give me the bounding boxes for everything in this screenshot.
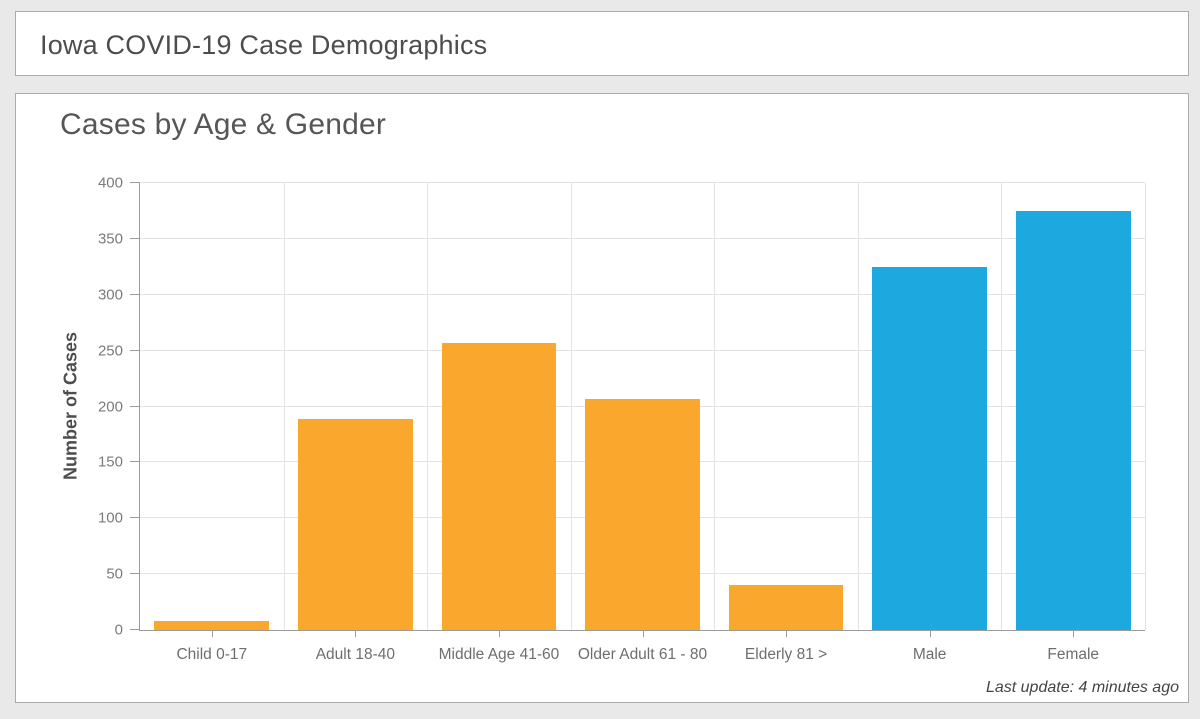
gridline-horizontal [140, 237, 1145, 239]
chart-title: Cases by Age & Gender [60, 108, 387, 141]
x-tick-mark [929, 630, 931, 637]
y-tick-label: 150 [97, 453, 123, 471]
x-category-label: Elderly 81 > [744, 646, 828, 663]
gridline-vertical [1145, 183, 1146, 630]
y-tick-label: 400 [97, 174, 123, 192]
y-tick-mark [130, 182, 140, 183]
gridline-vertical [570, 183, 572, 630]
x-tick-mark [786, 630, 788, 637]
x-tick-mark [642, 630, 644, 637]
x-category-label: Male [912, 646, 947, 663]
bar-older-adult-61-80[interactable] [585, 398, 700, 630]
x-tick-mark [498, 630, 500, 637]
gridline-horizontal [140, 293, 1145, 295]
y-tick-mark [130, 461, 140, 463]
y-tick-label: 350 [97, 230, 123, 248]
y-tick-label: 200 [97, 398, 123, 415]
y-tick-mark [130, 517, 140, 519]
gridline-vertical [283, 183, 285, 630]
gridline-horizontal [140, 182, 1145, 183]
dashboard-title: Iowa COVID-19 Case Demographics [40, 30, 488, 60]
x-tick-mark [355, 630, 357, 637]
x-category-label: Adult 18-40 [315, 646, 395, 663]
y-tick-mark [130, 573, 140, 575]
y-tick-mark [130, 405, 140, 407]
gridline-horizontal [140, 349, 1145, 351]
gridline-vertical [427, 183, 429, 630]
x-category-label: Female [1047, 646, 1100, 663]
y-tick-mark [130, 293, 140, 295]
y-tick-label: 0 [114, 621, 123, 639]
gridline-vertical [857, 183, 859, 630]
y-tick-label: 50 [106, 565, 123, 583]
x-category-label: Child 0-17 [176, 646, 248, 663]
y-tick-label: 250 [97, 342, 123, 360]
bar-adult-18-40[interactable] [297, 418, 413, 630]
header-panel: Iowa COVID-19 Case Demographics [15, 11, 1189, 76]
bar-female[interactable] [1015, 210, 1131, 630]
gridline-vertical [1001, 183, 1003, 630]
y-axis-title: Number of Cases [60, 331, 81, 481]
x-tick-mark [211, 630, 213, 637]
bar-chart-plot: 0 50 100 150 200 250 300 350 400 Child 0-17 Adult … [98, 176, 1146, 663]
x-category-label: Older Adult 61 - 80 [577, 646, 708, 663]
bar-middle-age-41-60[interactable] [441, 342, 557, 630]
x-category-label: Middle Age 41-60 [438, 646, 560, 663]
y-tick-label: 100 [97, 509, 123, 527]
bar-child-0-17[interactable] [154, 621, 270, 630]
bar-elderly-81[interactable] [728, 585, 844, 630]
bar-male[interactable] [872, 266, 988, 630]
y-tick-label: 300 [97, 286, 123, 304]
chart-panel: Cases by Age & Gender Number of Cases 0 5… [15, 93, 1189, 703]
x-tick-mark [1073, 630, 1075, 637]
last-update-text: Last update: 4 minutes ago [985, 679, 1179, 696]
y-tick-mark [130, 349, 140, 351]
gridline-vertical [714, 183, 716, 630]
y-tick-mark [130, 237, 140, 239]
y-tick-mark [130, 629, 140, 630]
